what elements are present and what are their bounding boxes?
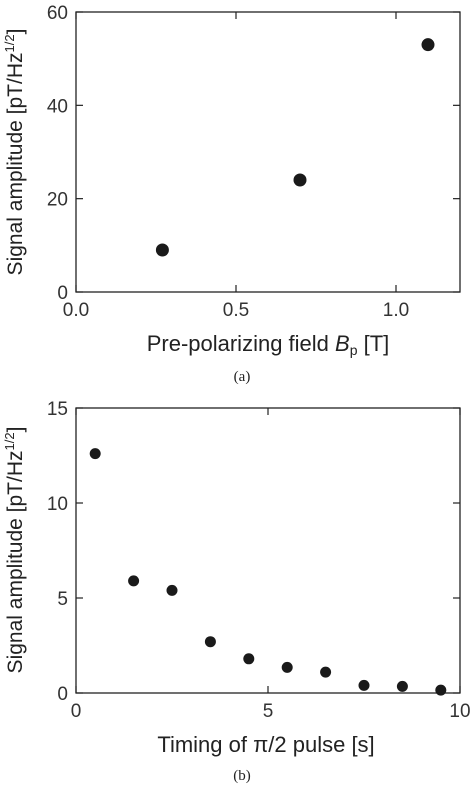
- data-point: [128, 575, 140, 587]
- data-point: [396, 680, 408, 692]
- data-point: [166, 584, 178, 596]
- data-point: [358, 679, 370, 691]
- data-point: [155, 243, 169, 257]
- data-points-a: [155, 38, 435, 257]
- axis-ticks-b: 0 5 10 0 5 10 15: [47, 399, 471, 722]
- data-point: [435, 684, 447, 696]
- x-axis-label-b: Timing of π/2 pulse [s]: [157, 732, 374, 757]
- panel-b: 0 5 10 0 5 10 15 Timing of π/2 pulse [s] Signa…: [2, 399, 471, 784]
- y-tick-label: 20: [47, 190, 68, 211]
- data-points-b: [89, 448, 447, 696]
- x-tick-label: 5: [263, 701, 274, 722]
- y-axis-label-a: Signal amplitude [pT/Hz1/2]: [2, 29, 27, 276]
- data-point: [421, 38, 435, 52]
- plot-frame-b: [75, 407, 461, 694]
- y-tick-label: 0: [57, 684, 68, 705]
- x-tick-label: 10: [449, 701, 470, 722]
- panel-caption-b: (b): [233, 768, 251, 784]
- x-tick-label: 0.0: [63, 300, 89, 321]
- y-tick-label: 0: [57, 283, 68, 304]
- x-axis-label-a: Pre-polarizing field Bp [T]: [147, 331, 390, 358]
- axis-ticks-a: 0.0 0.5 1.0 0 20 40 60: [47, 3, 460, 321]
- y-axis-label-b: Signal amplitude [pT/Hz1/2]: [2, 427, 27, 674]
- panel-caption-a: (a): [234, 369, 251, 385]
- x-tick-label: 1.0: [383, 300, 409, 321]
- y-tick-label: 10: [47, 494, 68, 515]
- data-point: [281, 661, 293, 673]
- data-point: [293, 173, 307, 187]
- y-tick-label: 5: [57, 589, 68, 610]
- y-tick-label: 15: [47, 399, 68, 420]
- data-point: [89, 448, 101, 460]
- x-tick-label: 0.5: [223, 300, 249, 321]
- panel-a: 0.0 0.5 1.0 0 20 40 60 Pre-polarizing field Bp…: [2, 3, 461, 385]
- plot-frame-a: [75, 11, 461, 293]
- data-point: [204, 636, 216, 648]
- data-point: [243, 653, 255, 665]
- x-tick-label: 0: [71, 701, 82, 722]
- data-point: [320, 666, 332, 678]
- y-tick-label: 60: [47, 3, 68, 24]
- y-tick-label: 40: [47, 96, 68, 117]
